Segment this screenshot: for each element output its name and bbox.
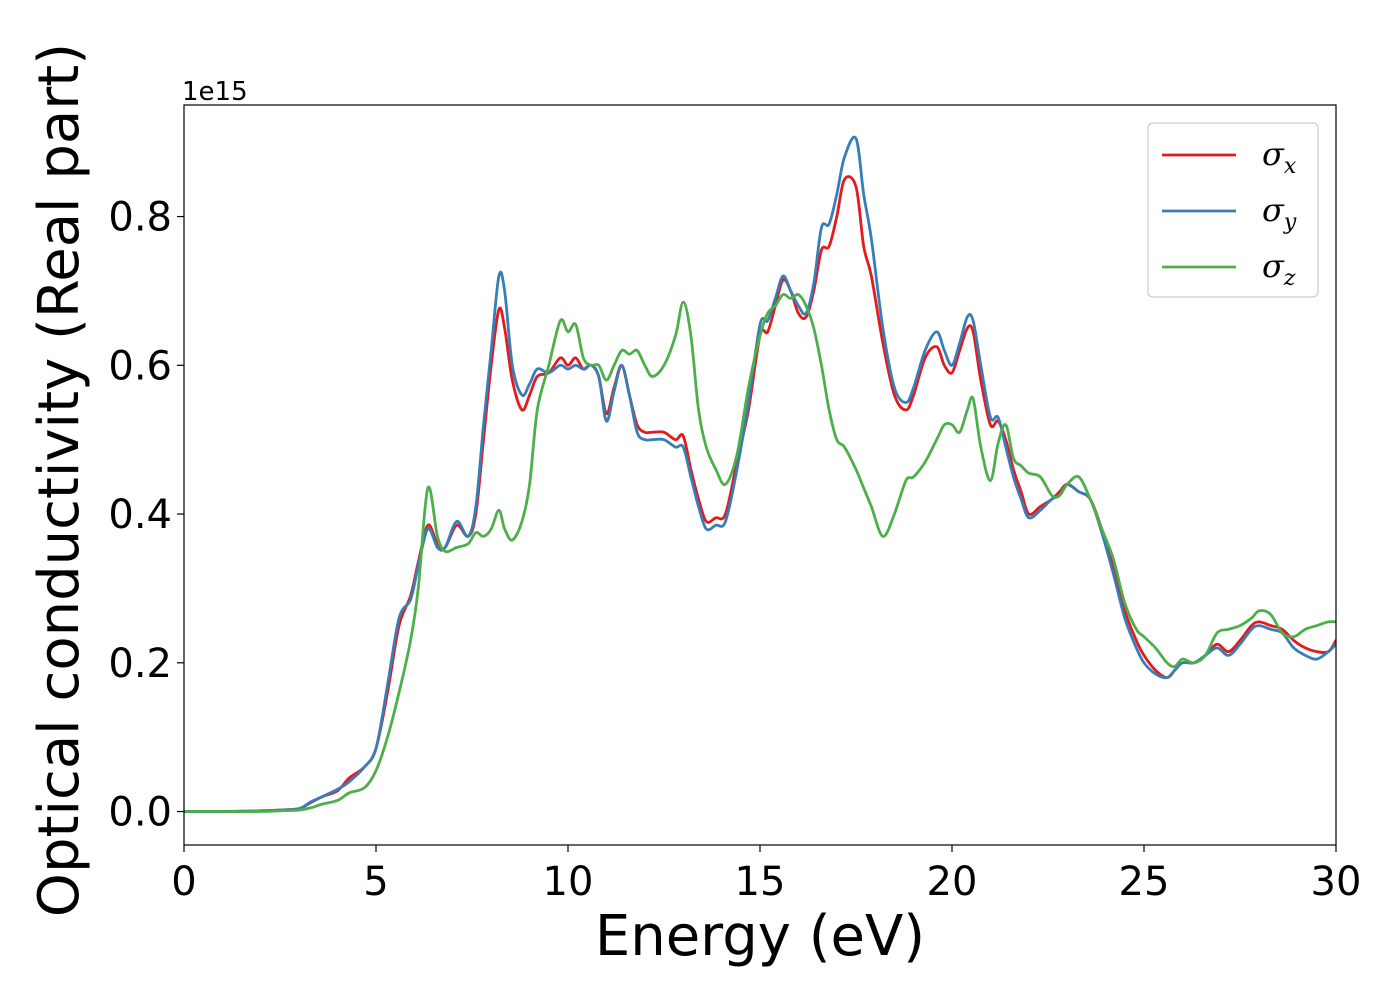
series-line-z <box>184 293 1336 813</box>
y-tick-label: 0.6 <box>108 343 172 389</box>
legend-label-x: σx <box>1262 135 1297 179</box>
x-tick-label: 20 <box>927 859 978 905</box>
x-tick-label: 30 <box>1311 859 1362 905</box>
series-layer <box>184 135 1336 813</box>
x-axis-title: Energy (eV) <box>595 904 925 969</box>
x-tick-label: 5 <box>363 859 388 905</box>
legend: σx σy σz <box>1147 122 1319 298</box>
x-tick-label: 10 <box>543 859 594 905</box>
y-axis-title: Optical conductivity (Real part) <box>27 43 92 917</box>
y-axis-ticks: 0.0 0.2 0.4 0.6 0.8 <box>108 195 184 836</box>
y-tick-label: 0.4 <box>108 492 172 538</box>
x-tick-label: 25 <box>1119 859 1170 905</box>
x-tick-label: 15 <box>735 859 786 905</box>
y-tick-label: 0.0 <box>108 790 172 836</box>
legend-label-y: σy <box>1262 191 1297 235</box>
y-offset-label: 1e15 <box>182 77 248 107</box>
legend-label-z: σz <box>1262 247 1296 291</box>
y-tick-label: 0.2 <box>108 641 172 687</box>
x-tick-label: 0 <box>171 859 196 905</box>
series-line-y <box>184 135 1336 813</box>
y-tick-label: 0.8 <box>108 195 172 241</box>
x-axis-ticks: 0 5 10 15 20 25 30 <box>171 845 1361 905</box>
